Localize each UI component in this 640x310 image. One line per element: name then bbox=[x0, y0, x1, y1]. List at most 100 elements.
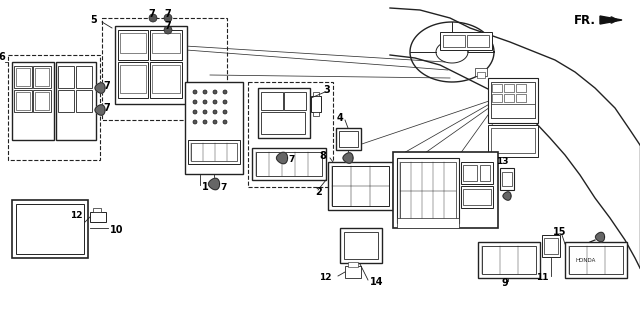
Bar bbox=[477, 72, 485, 78]
Circle shape bbox=[203, 120, 207, 124]
Text: 7: 7 bbox=[164, 9, 172, 19]
Bar bbox=[150, 30, 182, 60]
Bar bbox=[120, 33, 146, 53]
Circle shape bbox=[193, 90, 197, 94]
Circle shape bbox=[203, 90, 207, 94]
Bar bbox=[478, 242, 540, 278]
Bar bbox=[461, 186, 493, 208]
Bar bbox=[393, 152, 498, 228]
Bar bbox=[152, 33, 180, 53]
Circle shape bbox=[213, 90, 217, 94]
Text: 7: 7 bbox=[103, 81, 109, 91]
Circle shape bbox=[223, 120, 227, 124]
Bar bbox=[492, 84, 502, 92]
Bar bbox=[345, 266, 361, 278]
Text: 13: 13 bbox=[496, 157, 508, 166]
Circle shape bbox=[223, 90, 227, 94]
Bar bbox=[397, 218, 459, 228]
Bar bbox=[440, 32, 492, 50]
Polygon shape bbox=[343, 153, 353, 163]
Bar bbox=[261, 112, 305, 134]
Bar bbox=[16, 68, 30, 86]
Text: HONDA: HONDA bbox=[576, 258, 596, 263]
Bar bbox=[475, 68, 487, 76]
Bar bbox=[35, 92, 49, 110]
Text: 7: 7 bbox=[148, 9, 156, 19]
Bar bbox=[443, 35, 465, 47]
Polygon shape bbox=[95, 105, 105, 115]
Text: 10: 10 bbox=[110, 225, 124, 235]
Polygon shape bbox=[95, 83, 105, 93]
Bar bbox=[516, 94, 526, 102]
Bar bbox=[488, 125, 538, 157]
Bar bbox=[463, 189, 491, 205]
Text: 9: 9 bbox=[502, 278, 508, 288]
Bar bbox=[118, 30, 148, 60]
Bar bbox=[33, 66, 51, 88]
Polygon shape bbox=[595, 232, 605, 242]
Bar bbox=[56, 62, 96, 140]
Text: 7: 7 bbox=[164, 21, 172, 31]
Polygon shape bbox=[600, 16, 622, 24]
Bar bbox=[480, 165, 490, 181]
Bar bbox=[152, 65, 180, 93]
Bar bbox=[504, 94, 514, 102]
Circle shape bbox=[213, 120, 217, 124]
Text: 12: 12 bbox=[70, 211, 83, 220]
Bar bbox=[258, 88, 310, 138]
Text: 5: 5 bbox=[90, 15, 97, 25]
Circle shape bbox=[223, 100, 227, 104]
Bar bbox=[491, 82, 535, 118]
Circle shape bbox=[203, 110, 207, 114]
Text: 7: 7 bbox=[288, 156, 294, 165]
Text: 11: 11 bbox=[536, 273, 548, 282]
Circle shape bbox=[213, 100, 217, 104]
Bar bbox=[188, 140, 240, 164]
Circle shape bbox=[164, 26, 172, 34]
Circle shape bbox=[193, 120, 197, 124]
Bar bbox=[12, 62, 54, 140]
Bar bbox=[93, 208, 101, 212]
Bar bbox=[491, 128, 535, 153]
Bar bbox=[502, 172, 512, 186]
Bar bbox=[120, 65, 146, 93]
Circle shape bbox=[164, 14, 172, 22]
Bar bbox=[516, 84, 526, 92]
Bar bbox=[90, 212, 106, 222]
Text: 4: 4 bbox=[337, 113, 344, 123]
Bar bbox=[248, 82, 333, 187]
Bar bbox=[185, 82, 243, 174]
Bar bbox=[58, 66, 74, 88]
Bar bbox=[463, 165, 477, 181]
Bar bbox=[313, 112, 319, 116]
Bar bbox=[102, 18, 227, 120]
Circle shape bbox=[193, 100, 197, 104]
Circle shape bbox=[223, 110, 227, 114]
Bar bbox=[12, 200, 88, 258]
Bar bbox=[58, 90, 74, 112]
Bar bbox=[332, 166, 389, 206]
Bar bbox=[340, 228, 382, 263]
Bar bbox=[400, 162, 456, 220]
Text: 15: 15 bbox=[552, 227, 566, 237]
Text: 6: 6 bbox=[0, 52, 5, 62]
Bar bbox=[492, 94, 502, 102]
Polygon shape bbox=[503, 192, 511, 200]
Bar bbox=[252, 148, 326, 180]
Bar bbox=[491, 104, 535, 118]
Text: 7: 7 bbox=[103, 103, 109, 113]
Bar bbox=[542, 235, 560, 257]
Circle shape bbox=[213, 110, 217, 114]
Bar bbox=[33, 90, 51, 112]
Text: 7: 7 bbox=[220, 184, 227, 193]
Text: 1: 1 bbox=[202, 182, 209, 192]
Bar bbox=[256, 152, 322, 176]
Bar bbox=[500, 168, 514, 190]
Bar bbox=[191, 143, 237, 161]
Bar bbox=[14, 90, 32, 112]
Bar bbox=[461, 162, 493, 184]
Bar bbox=[150, 62, 182, 98]
Bar bbox=[344, 232, 378, 259]
Bar bbox=[311, 96, 321, 112]
Bar bbox=[467, 35, 489, 47]
